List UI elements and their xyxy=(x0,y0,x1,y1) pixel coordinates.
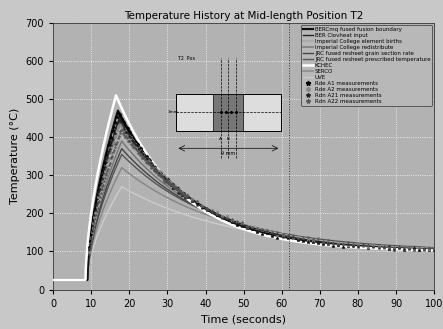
Title: Temperature History at Mid-length Position T2: Temperature History at Mid-length Positi… xyxy=(124,11,363,21)
Y-axis label: Temperature (°C): Temperature (°C) xyxy=(10,108,20,204)
Legend: BERCmq fused fusion boundary, BER Clovheat input, Imperial College element birth: BERCmq fused fusion boundary, BER Clovhe… xyxy=(301,25,432,106)
X-axis label: Time (seconds): Time (seconds) xyxy=(201,314,286,324)
